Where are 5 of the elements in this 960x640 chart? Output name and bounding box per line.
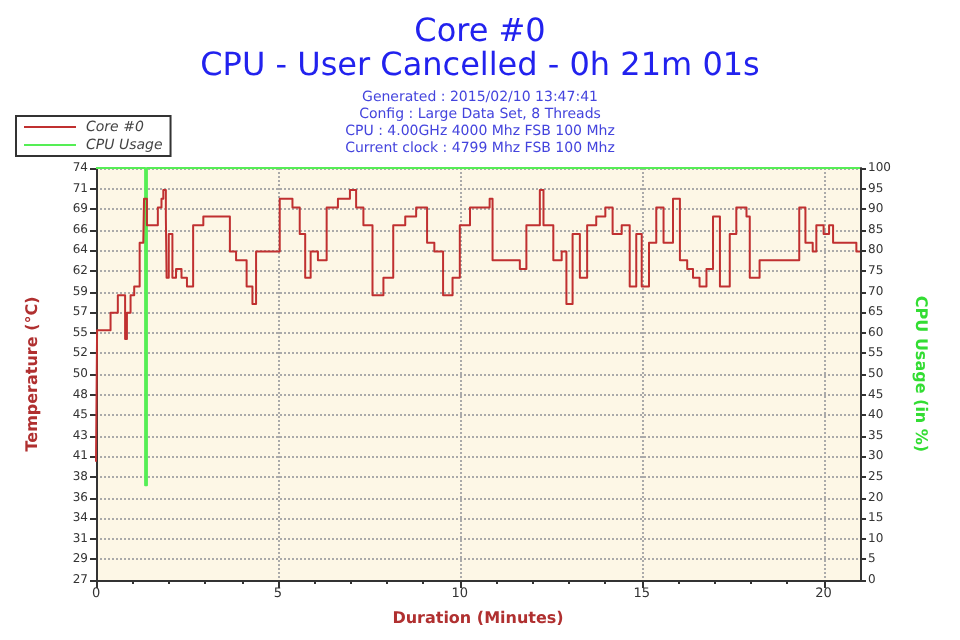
y2-axis-title: CPU Usage (in %) bbox=[911, 295, 930, 453]
chart-title: Core #0 bbox=[414, 11, 546, 49]
x-axis-title: Duration (Minutes) bbox=[392, 609, 564, 627]
y-axis-title: Temperature (°C) bbox=[23, 296, 41, 452]
chart-subtitle: CPU - User Cancelled - 0h 21m 01s bbox=[200, 45, 760, 83]
